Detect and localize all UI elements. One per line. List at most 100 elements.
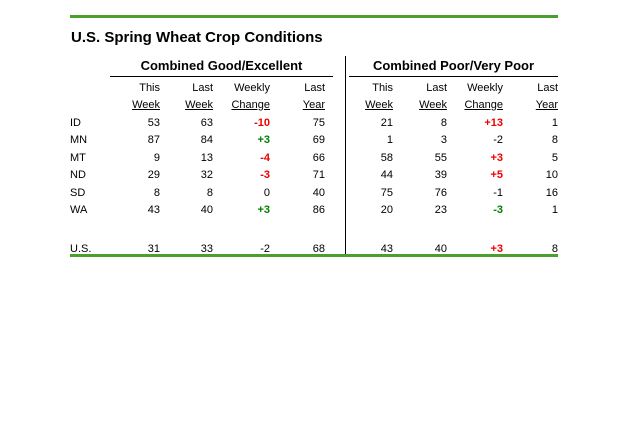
column-header: Last <box>304 82 325 94</box>
value-cell: 63 <box>200 116 213 129</box>
column-header: Weekly <box>234 82 270 94</box>
weekly-change-value: +5 <box>490 169 503 181</box>
column-header-underlined-text: Year <box>302 99 325 111</box>
value-cell: 9 <box>153 151 160 164</box>
good-excellent-table: This Last Weekly Last Week Week Change Year ID 53… <box>70 79 325 256</box>
weekly-change-value: -3 <box>260 169 270 181</box>
state-row: SD 8 8 0 40 <box>70 182 325 200</box>
poor-very-poor-table: This Last Weekly Last Week Week Change Year 21 8 +… <box>350 79 558 256</box>
value-cell: 20 <box>380 204 393 216</box>
column-header: Year <box>270 95 325 112</box>
column-header: This <box>139 82 160 94</box>
column-header-underlined-text: Week <box>419 99 447 111</box>
value-cell: 8 <box>153 186 160 199</box>
weekly-change-value: -10 <box>254 116 270 129</box>
section-heading-poor-very-poor: Combined Poor/Very Poor <box>349 58 558 77</box>
column-header: Week <box>110 95 160 112</box>
value-cell: 87 <box>147 134 160 146</box>
state-row: 20 23 -3 1 <box>350 200 558 218</box>
value-cell: 32 <box>200 169 213 181</box>
weekly-change-value: +3 <box>490 151 503 164</box>
state-label: MT <box>70 151 86 164</box>
page-title: U.S. Spring Wheat Crop Conditions <box>71 29 323 46</box>
value-cell: 1 <box>551 204 558 216</box>
weekly-change-value: -2 <box>260 242 270 255</box>
column-header-underlined-text: Change <box>464 99 503 111</box>
column-header-underlined-text: Year <box>535 99 558 111</box>
value-cell: 8 <box>551 134 558 146</box>
column-header: Year <box>503 95 558 112</box>
state-row: 44 39 +5 10 <box>350 165 558 183</box>
value-cell: 40 <box>434 242 447 255</box>
state-label: U.S. <box>70 242 92 255</box>
state-row: 21 8 +13 1 <box>350 112 558 130</box>
weekly-change-value: -1 <box>493 186 503 199</box>
value-cell: 8 <box>440 116 447 129</box>
column-header: Weekly <box>467 82 503 94</box>
column-header-underlined-text: Change <box>231 99 270 111</box>
value-cell: 13 <box>200 151 213 164</box>
row-label-header <box>70 95 110 112</box>
top-accent-line <box>70 15 558 18</box>
state-label: ND <box>70 169 86 181</box>
row-label-header <box>70 79 110 95</box>
section-divider-line <box>345 56 346 254</box>
weekly-change-value: +3 <box>490 242 503 255</box>
value-cell: 8 <box>206 186 213 199</box>
state-label: SD <box>70 186 86 199</box>
value-cell: 86 <box>312 204 325 216</box>
column-header: This <box>372 82 393 94</box>
column-header: Change <box>447 95 503 112</box>
column-header-row: This Last Weekly Last <box>70 79 325 95</box>
weekly-change-value: -4 <box>260 151 270 164</box>
value-cell: 43 <box>380 242 393 255</box>
value-cell: 1 <box>551 116 558 129</box>
value-cell: 43 <box>147 204 160 216</box>
weekly-change-value: +3 <box>257 134 270 146</box>
value-cell: 21 <box>380 116 393 129</box>
value-cell: 1 <box>386 134 393 146</box>
column-header: Last <box>426 82 447 94</box>
column-header: Week <box>160 95 213 112</box>
section-heading-good-excellent: Combined Good/Excellent <box>110 58 333 77</box>
column-header: Last <box>537 82 558 94</box>
value-cell: 68 <box>312 242 325 255</box>
state-label: ID <box>70 116 81 129</box>
weekly-change-value: 0 <box>263 186 270 199</box>
state-row: ND 29 32 -3 71 <box>70 165 325 183</box>
value-cell: 8 <box>551 242 558 255</box>
state-label: WA <box>70 204 88 216</box>
state-row: MT 9 13 -4 66 <box>70 147 325 165</box>
column-header: Change <box>213 95 270 112</box>
value-cell: 44 <box>380 169 393 181</box>
state-row: 75 76 -1 16 <box>350 182 558 200</box>
us-summary-row: 43 40 +3 8 <box>350 238 558 256</box>
us-summary-row: U.S. 31 33 -2 68 <box>70 238 325 256</box>
column-header: Week <box>393 95 447 112</box>
spacer-cell <box>70 217 325 238</box>
value-cell: 23 <box>434 204 447 216</box>
value-cell: 76 <box>434 186 447 199</box>
value-cell: 3 <box>440 134 447 146</box>
value-cell: 31 <box>147 242 160 255</box>
column-header-row: Week Week Change Year <box>70 95 325 112</box>
weekly-change-value: +3 <box>257 204 270 216</box>
spacer-row <box>70 217 325 238</box>
value-cell: 33 <box>200 242 213 255</box>
value-cell: 75 <box>312 116 325 129</box>
value-cell: 75 <box>380 186 393 199</box>
state-label: MN <box>70 134 88 146</box>
column-header: Last <box>192 82 213 94</box>
value-cell: 69 <box>312 134 325 146</box>
value-cell: 66 <box>312 151 325 164</box>
column-header: Week <box>350 95 393 112</box>
column-header-underlined-text: Week <box>365 99 393 111</box>
spacer-row <box>350 217 558 238</box>
value-cell: 5 <box>551 151 558 164</box>
value-cell: 10 <box>545 169 558 181</box>
value-cell: 53 <box>147 116 160 129</box>
value-cell: 16 <box>545 186 558 199</box>
state-row: WA 43 40 +3 86 <box>70 200 325 218</box>
value-cell: 39 <box>434 169 447 181</box>
